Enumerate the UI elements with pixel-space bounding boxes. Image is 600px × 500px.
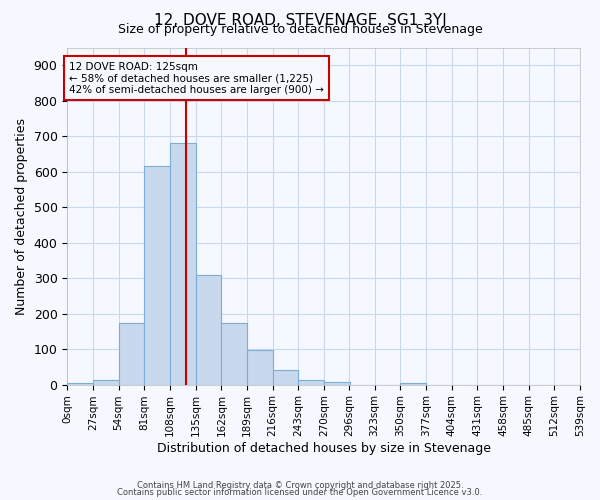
Bar (145, 166, 170, 384)
Bar (247, 350, 273, 384)
Bar (170, 144, 196, 384)
Text: Contains HM Land Registry data © Crown copyright and database right 2025.: Contains HM Land Registry data © Crown c… (137, 480, 463, 490)
Bar (400, 383, 426, 384)
Text: Contains public sector information licensed under the Open Government Licence v3: Contains public sector information licen… (118, 488, 482, 497)
Bar (93, 380, 119, 384)
Bar (221, 322, 247, 384)
Bar (273, 370, 298, 384)
Text: 12 DOVE ROAD: 125sqm
← 58% of detached houses are smaller (1,225)
42% of semi-de: 12 DOVE ROAD: 125sqm ← 58% of detached h… (69, 62, 324, 95)
Text: Size of property relative to detached houses in Stevenage: Size of property relative to detached ho… (118, 22, 482, 36)
Y-axis label: Number of detached properties: Number of detached properties (15, 118, 28, 314)
Bar (298, 380, 324, 384)
Bar (196, 274, 221, 384)
Bar (67, 383, 93, 384)
Bar (324, 382, 350, 384)
Text: 12, DOVE ROAD, STEVENAGE, SG1 3YJ: 12, DOVE ROAD, STEVENAGE, SG1 3YJ (154, 12, 446, 28)
Bar (119, 322, 145, 384)
X-axis label: Distribution of detached houses by size in Stevenage: Distribution of detached houses by size … (157, 442, 491, 455)
